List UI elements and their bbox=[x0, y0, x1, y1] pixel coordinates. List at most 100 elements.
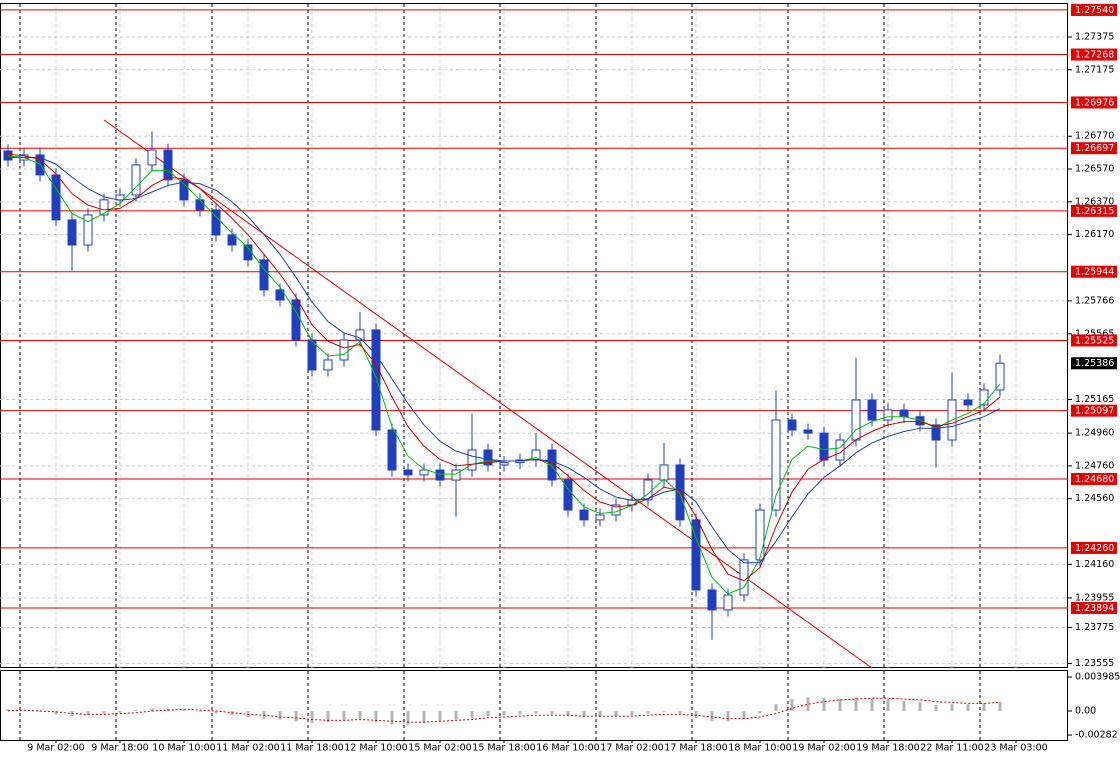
histogram-bar bbox=[470, 711, 474, 718]
histogram-bar bbox=[742, 711, 746, 719]
histogram-bar bbox=[198, 711, 202, 712]
histogram-bar bbox=[934, 705, 938, 712]
candle-body bbox=[851, 399, 861, 441]
candle-body bbox=[755, 509, 765, 561]
histogram-bar bbox=[406, 711, 410, 725]
candle-body bbox=[99, 199, 109, 216]
candle-body bbox=[707, 589, 717, 611]
y-tick-label: 1.27175 bbox=[1075, 64, 1114, 75]
y-tick-label: 1.26370 bbox=[1075, 196, 1114, 207]
histogram-bar bbox=[550, 711, 554, 715]
histogram-bar bbox=[454, 711, 458, 720]
candle-body bbox=[691, 519, 701, 591]
level-label-box bbox=[1071, 473, 1117, 486]
histogram-bar bbox=[630, 711, 634, 716]
x-tick-label: 23 Mar 03:00 bbox=[984, 743, 1047, 754]
x-tick-label: 10 Mar 10:00 bbox=[152, 743, 215, 754]
candle-body bbox=[931, 424, 941, 441]
candle-body bbox=[883, 409, 893, 421]
histogram-bar bbox=[774, 704, 778, 712]
oscillator-panel bbox=[0, 670, 1068, 741]
candle-body bbox=[339, 339, 349, 361]
y-tick-label: 1.23555 bbox=[1075, 658, 1114, 669]
histogram-bar bbox=[118, 711, 122, 713]
histogram-bar bbox=[518, 711, 522, 715]
level-label: 1.26697 bbox=[1075, 143, 1114, 154]
level-label-box bbox=[1071, 96, 1117, 109]
candle-body bbox=[499, 462, 509, 466]
candle-body bbox=[899, 409, 909, 418]
candle-body bbox=[467, 449, 477, 471]
candle-body bbox=[963, 399, 973, 406]
moving-average bbox=[8, 157, 1001, 564]
histogram-bar bbox=[374, 711, 378, 723]
level-label-box bbox=[1071, 48, 1117, 61]
histogram-bar bbox=[694, 711, 698, 718]
candle-body bbox=[147, 149, 157, 166]
candle-body bbox=[547, 449, 557, 481]
candle-body bbox=[355, 329, 365, 341]
histogram-bar bbox=[342, 711, 346, 721]
y-tick-label: 1.24160 bbox=[1075, 559, 1114, 570]
histogram-bar bbox=[438, 711, 442, 722]
y-tick-label: 0.00 bbox=[1075, 706, 1096, 717]
level-label: 1.25944 bbox=[1075, 267, 1114, 278]
candle-body bbox=[531, 449, 541, 461]
histogram-bar bbox=[998, 701, 1002, 712]
histogram-bar bbox=[598, 711, 602, 717]
candle-body bbox=[403, 469, 413, 476]
x-tick-label: 17 Mar 18:00 bbox=[664, 743, 727, 754]
candle-body bbox=[787, 419, 797, 431]
y-tick-label: 1.26570 bbox=[1075, 164, 1114, 175]
histogram-bar bbox=[422, 711, 426, 723]
candle-body bbox=[131, 164, 141, 196]
y-tick-label: -0.00282 bbox=[1075, 730, 1118, 741]
candle-body bbox=[451, 469, 461, 481]
candle-body bbox=[51, 174, 61, 221]
candle-body bbox=[387, 429, 397, 471]
x-tick-label: 15 Mar 02:00 bbox=[408, 743, 471, 754]
level-label: 1.26976 bbox=[1075, 97, 1114, 108]
level-label: 1.23894 bbox=[1075, 603, 1114, 614]
histogram-bar bbox=[726, 711, 730, 722]
histogram-bar bbox=[870, 698, 874, 712]
y-tick-label: 1.23955 bbox=[1075, 592, 1114, 603]
candle-body bbox=[211, 209, 221, 236]
histogram-bar bbox=[214, 711, 218, 714]
candle-body bbox=[771, 419, 781, 511]
histogram-bar bbox=[758, 711, 762, 714]
histogram-bar bbox=[294, 711, 298, 722]
histogram-bar bbox=[54, 711, 58, 715]
candle-body bbox=[675, 464, 685, 521]
level-label: 1.24680 bbox=[1075, 474, 1114, 485]
histogram-bar bbox=[806, 697, 810, 712]
main-panel bbox=[0, 3, 1068, 668]
y-tick-label: 1.25165 bbox=[1075, 394, 1114, 405]
histogram-bar bbox=[646, 711, 650, 714]
level-label-box bbox=[1071, 142, 1117, 155]
histogram-bar bbox=[966, 704, 970, 712]
y-tick-label: 1.26170 bbox=[1075, 229, 1114, 240]
level-label: 1.26315 bbox=[1075, 206, 1114, 217]
candle-body bbox=[819, 432, 829, 461]
level-label-box bbox=[1071, 265, 1117, 278]
x-tick-label: 15 Mar 18:00 bbox=[472, 743, 535, 754]
level-label-box bbox=[1071, 601, 1117, 614]
y-tick-label: 1.25565 bbox=[1075, 328, 1114, 339]
x-tick-label: 19 Mar 02:00 bbox=[792, 743, 855, 754]
candle-body bbox=[979, 389, 989, 406]
histogram-bar bbox=[678, 711, 682, 714]
candle-body bbox=[3, 150, 13, 161]
x-tick-label: 18 Mar 10:00 bbox=[728, 743, 791, 754]
y-tick-label: 1.24560 bbox=[1075, 493, 1114, 504]
histogram-bar bbox=[326, 711, 330, 723]
histogram-bar bbox=[102, 711, 106, 714]
y-tick-label: 1.25766 bbox=[1075, 295, 1114, 306]
histogram-bar bbox=[950, 704, 954, 712]
y-tick-label: 1.27375 bbox=[1075, 32, 1114, 43]
signal-line bbox=[7, 697, 1001, 723]
candle-body bbox=[163, 149, 173, 181]
level-label: 1.25525 bbox=[1075, 335, 1114, 346]
histogram-bar bbox=[390, 711, 394, 725]
